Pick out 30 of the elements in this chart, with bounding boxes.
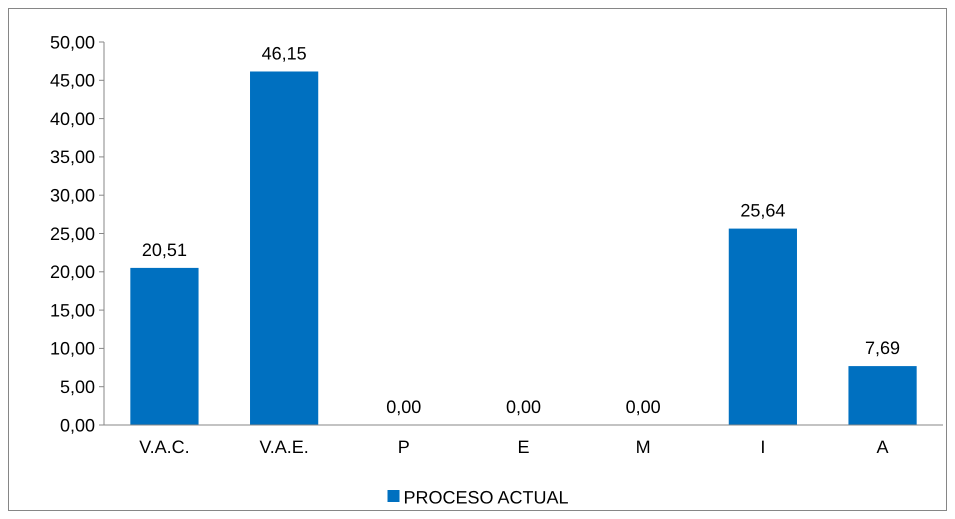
bar xyxy=(130,268,199,425)
x-tick-label: I xyxy=(760,437,766,457)
bar xyxy=(728,228,797,425)
y-tick-label: 15,00 xyxy=(50,300,95,320)
x-tick-label: P xyxy=(398,437,410,457)
text: 20,51 xyxy=(142,240,187,260)
text: 7,69 xyxy=(865,338,900,358)
x-tick-label: M xyxy=(636,437,651,457)
y-tick-label: 10,00 xyxy=(50,338,95,359)
x-tick-label: E xyxy=(517,437,530,457)
x-tick-label: A xyxy=(876,437,889,457)
text: 0,00 xyxy=(386,397,422,417)
y-tick-label: 40,00 xyxy=(50,108,95,129)
y-tick-label: 50,00 xyxy=(50,32,95,52)
y-tick-label: 45,00 xyxy=(50,70,95,91)
y-tick-label: 20,00 xyxy=(50,262,95,282)
bar xyxy=(250,71,318,425)
y-tick-label: 5,00 xyxy=(60,377,95,397)
text: 0,00 xyxy=(506,397,542,417)
text: 46,15 xyxy=(262,43,307,64)
y-tick-label: 25,00 xyxy=(50,224,95,244)
text: 0,00 xyxy=(626,397,661,417)
legend-label: PROCESO ACTUAL xyxy=(404,487,569,508)
y-tick-label: 30,00 xyxy=(50,186,95,206)
x-tick-label: V.A.C. xyxy=(139,437,190,457)
bar xyxy=(848,366,917,425)
text: 25,64 xyxy=(740,200,786,221)
y-tick-label: 35,00 xyxy=(50,147,95,168)
y-tick-label: 0,00 xyxy=(60,415,95,436)
x-tick-label: V.A.E. xyxy=(259,437,309,457)
